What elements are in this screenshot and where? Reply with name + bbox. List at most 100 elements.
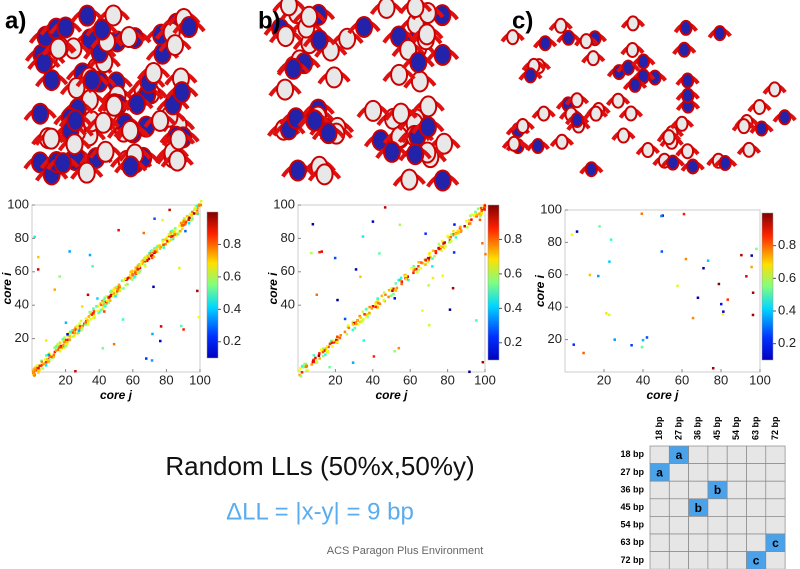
x-tick-label: 60: [675, 372, 689, 387]
contact: [89, 310, 92, 314]
contact: [427, 256, 431, 260]
contact: [608, 260, 611, 263]
nucleosome: [406, 0, 425, 19]
nucleosome: [611, 92, 625, 109]
contact: [101, 299, 104, 303]
contact: [336, 335, 339, 339]
nucleosome: [284, 57, 303, 80]
contact: [640, 345, 644, 349]
contact: [44, 339, 48, 342]
contact: [410, 266, 413, 270]
contact: [426, 260, 429, 264]
caption-title: Random LLs (50%x,50%y): [165, 451, 474, 481]
contact: [431, 257, 434, 260]
contact: [312, 354, 316, 357]
y-tick-label: 60: [548, 266, 562, 281]
contact: [478, 215, 482, 218]
contact: [387, 288, 391, 292]
contact: [299, 366, 302, 370]
contact: [178, 266, 181, 270]
contact: [71, 329, 74, 332]
x-tick-label: 60: [403, 372, 417, 387]
contact: [166, 239, 169, 243]
nucleosome: [626, 15, 640, 32]
contact: [706, 259, 710, 262]
contact: [34, 368, 37, 372]
cell: [688, 551, 709, 569]
colorbar-tick-label: 0.8: [778, 237, 796, 252]
contact: [382, 291, 386, 294]
contact: [115, 285, 118, 289]
x-tick-label: 80: [159, 372, 173, 387]
contact: [37, 370, 41, 373]
contact: [368, 311, 371, 315]
nucleosome: [616, 127, 631, 144]
cell: [726, 445, 747, 464]
contact: [415, 270, 419, 274]
y-tick-label: 100: [273, 196, 295, 211]
nucleosome: [172, 81, 191, 104]
contact: [466, 225, 469, 229]
y-axis-label: core i: [0, 272, 14, 305]
y-tick-label: 100: [7, 196, 29, 211]
cell: [746, 516, 767, 535]
contact: [161, 238, 165, 242]
nucleosome: [679, 19, 693, 36]
nucleosome: [31, 102, 50, 125]
contact: [182, 328, 185, 331]
contact: [59, 345, 62, 348]
cell: [688, 516, 709, 535]
cell: [707, 533, 728, 552]
contact: [145, 357, 148, 360]
colorbar-tick-label: 0.4: [504, 300, 522, 315]
contact: [450, 239, 453, 243]
column-header: 27 bp: [673, 416, 683, 440]
nucleosome: [319, 122, 338, 145]
contact: [72, 328, 76, 332]
contact: [359, 316, 362, 319]
nucleosome: [507, 135, 521, 152]
contact: [99, 303, 103, 307]
contact: [153, 217, 156, 220]
contact: [112, 290, 116, 293]
contact: [62, 340, 66, 344]
contact: [598, 225, 601, 228]
contact: [302, 363, 306, 367]
contact: [376, 300, 380, 303]
cell: [726, 480, 747, 500]
contact: [451, 286, 455, 290]
contact: [53, 350, 57, 354]
contact: [190, 214, 193, 217]
contact: [451, 233, 455, 237]
contact: [161, 218, 164, 222]
contact: [412, 271, 415, 275]
contact: [325, 349, 329, 353]
contact: [470, 213, 474, 217]
contact: [380, 294, 384, 298]
contact: [93, 316, 96, 319]
contact: [364, 308, 368, 311]
contact: [40, 363, 44, 367]
contact: [111, 288, 114, 292]
contact: [115, 292, 119, 296]
contact: [318, 352, 321, 355]
contact: [162, 246, 165, 249]
contact: [359, 275, 362, 279]
contact: [113, 286, 117, 290]
contact: [108, 299, 112, 302]
colorbar-tick-label: 0.4: [778, 302, 796, 317]
nucleosome: [53, 152, 72, 175]
contact: [44, 361, 48, 364]
contact: [322, 347, 325, 350]
contact: [398, 223, 402, 227]
contact: [53, 288, 57, 291]
contact: [66, 341, 69, 344]
nucleosome: [641, 142, 655, 159]
contact: [473, 213, 477, 217]
contact: [397, 278, 400, 282]
cell: [649, 480, 670, 500]
contact: [371, 304, 375, 308]
nucleosome: [589, 105, 603, 122]
contact: [437, 242, 441, 246]
